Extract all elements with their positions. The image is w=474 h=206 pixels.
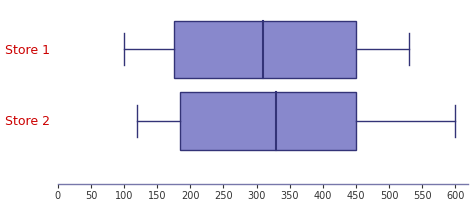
Bar: [181, 93, 356, 150]
Text: Store 2: Store 2: [5, 115, 50, 128]
Bar: [174, 22, 356, 78]
Text: Store 1: Store 1: [5, 44, 50, 56]
